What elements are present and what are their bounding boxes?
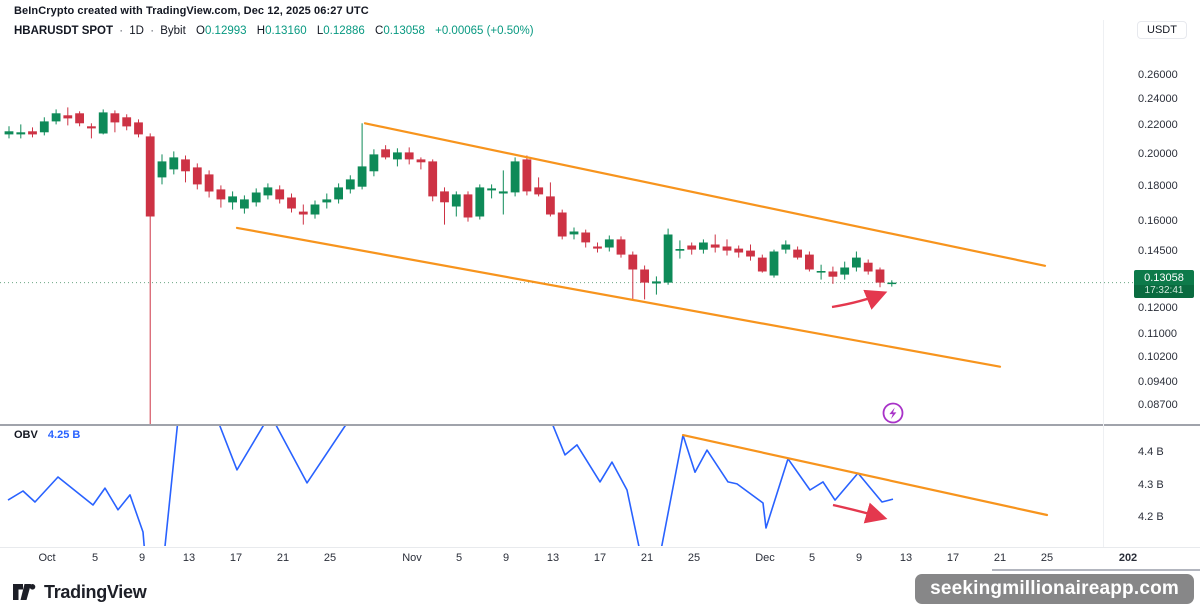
- obv-label: OBV: [14, 429, 38, 441]
- close-label: C: [375, 25, 384, 37]
- time-tick-label: Dec: [755, 552, 775, 564]
- candlestick-series: [4, 107, 1047, 426]
- time-tick-label: 13: [182, 552, 196, 564]
- scrollbar-remnant: [992, 569, 1200, 571]
- time-tick-label: 9: [502, 552, 510, 564]
- attribution-text: BeInCrypto created with TradingView.com,…: [14, 5, 369, 17]
- tradingview-logo-icon: [13, 584, 36, 600]
- obv-tick-label: 4.3 B: [1138, 479, 1164, 491]
- tradingview-logo[interactable]: TradingView: [12, 581, 147, 603]
- open-label: O: [196, 25, 205, 37]
- price-tick-label: 0.24000: [1138, 93, 1178, 105]
- low-value: 0.12886: [323, 25, 365, 37]
- lightning-icon[interactable]: [882, 402, 904, 424]
- time-tick-label: 21: [640, 552, 654, 564]
- obv-trendline: [681, 434, 1049, 517]
- change-value: +0.00065 (+0.50%): [435, 25, 534, 37]
- price-tick-label: 0.08700: [1138, 399, 1178, 411]
- price-axis-border: [1103, 20, 1104, 547]
- open-value: 0.12993: [204, 25, 247, 37]
- time-tick-label: 21: [276, 552, 290, 564]
- time-tick-label: Nov: [402, 552, 422, 564]
- current-price-value: 0.13058: [1134, 270, 1194, 285]
- time-tick-label: 21: [993, 552, 1007, 564]
- exchange-label: Bybit: [160, 25, 186, 37]
- current-price-badge: 0.13058 17:32:41: [1134, 270, 1194, 298]
- price-tick-label: 0.09400: [1138, 376, 1178, 388]
- time-tick-label: 25: [1040, 552, 1054, 564]
- obv-series: [7, 426, 1049, 546]
- price-tick-label: 0.12000: [1138, 302, 1178, 314]
- time-tick-label: 9: [138, 552, 146, 564]
- time-tick-label: 5: [455, 552, 463, 564]
- price-tick-label: 0.11000: [1138, 328, 1177, 340]
- time-tick-label: 13: [546, 552, 560, 564]
- high-value: 0.13160: [265, 25, 307, 37]
- time-tick-label: 13: [899, 552, 913, 564]
- close-value: 0.13058: [383, 25, 425, 37]
- annotation-arrow: [831, 289, 888, 310]
- candle-countdown: 17:32:41: [1134, 285, 1194, 298]
- price-tick-label: 0.16000: [1138, 215, 1178, 227]
- time-tick-label: 25: [323, 552, 337, 564]
- price-tick-label: 0.26000: [1138, 69, 1178, 81]
- obv-tick-label: 4.2 B: [1138, 511, 1164, 523]
- time-tick-label: 5: [91, 552, 99, 564]
- time-tick-label: 17: [593, 552, 607, 564]
- pane-separator[interactable]: [0, 424, 1200, 426]
- symbol-legend: HBARUSDT SPOT · 1D · Bybit O0.12993 H0.1…: [14, 25, 534, 37]
- price-tick-label: 0.20000: [1138, 148, 1178, 160]
- low-label: L: [316, 25, 324, 37]
- price-tick-label: 0.14500: [1138, 245, 1178, 257]
- trendline-upper: [363, 122, 1047, 267]
- price-tick-label: 0.22000: [1138, 119, 1178, 131]
- obv-indicator-legend[interactable]: OBV 4.25 B: [14, 429, 80, 441]
- time-tick-label: Oct: [38, 552, 56, 564]
- watermark-badge: seekingmillionaireapp.com: [915, 574, 1194, 604]
- legend-separator: ·: [150, 25, 155, 37]
- obv-value: 4.25 B: [47, 429, 81, 441]
- price-tick-label: 0.18000: [1138, 180, 1178, 192]
- price-tick-label: 0.10200: [1138, 351, 1178, 363]
- obv-tick-label: 4.4 B: [1138, 446, 1164, 458]
- trendline-lower: [235, 226, 1002, 368]
- tradingview-logo-text: TradingView: [44, 581, 147, 602]
- time-tick-label: 5: [808, 552, 816, 564]
- time-tick-label: 202: [1118, 552, 1138, 564]
- high-label: H: [256, 25, 266, 37]
- currency-toggle[interactable]: USDT: [1137, 21, 1187, 39]
- annotation-arrow: [832, 502, 888, 524]
- legend-separator: ·: [119, 25, 124, 37]
- time-axis-border: [0, 547, 1200, 548]
- time-tick-label: 17: [229, 552, 243, 564]
- symbol-name[interactable]: HBARUSDT SPOT: [14, 25, 114, 37]
- time-tick-label: 9: [855, 552, 863, 564]
- timeframe-label[interactable]: 1D: [129, 25, 144, 37]
- time-tick-label: 17: [946, 552, 960, 564]
- time-tick-label: 25: [687, 552, 701, 564]
